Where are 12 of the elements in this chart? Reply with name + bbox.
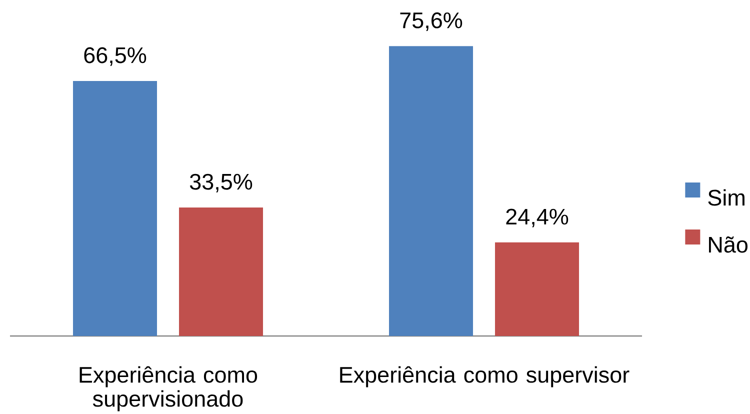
data-label: 24,4%: [506, 208, 568, 228]
bar: [389, 46, 474, 336]
legend-label: Sim: [708, 189, 744, 206]
data-label: 75,6%: [400, 12, 462, 31]
x-tick-label: Experiência como supervisor: [340, 366, 630, 388]
data-label: 33,5%: [190, 174, 252, 192]
bar: [495, 242, 580, 336]
bar: [179, 208, 264, 336]
bar: [73, 80, 157, 336]
x-tick-label: Experiência como supervisionado: [80, 366, 258, 412]
legend-label: Não: [709, 236, 748, 253]
data-label: 66,5%: [84, 47, 146, 66]
